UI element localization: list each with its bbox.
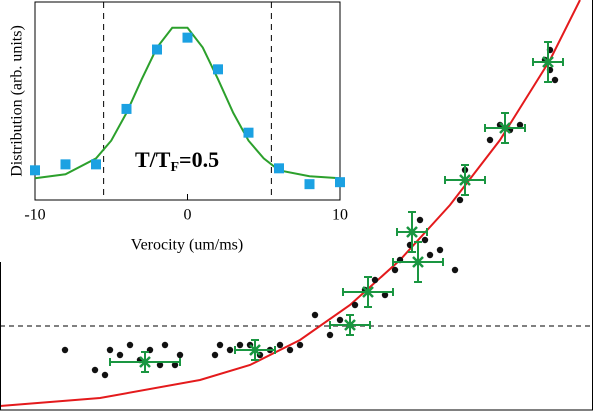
data-point [211, 351, 219, 359]
x-axis-label: Verocity (um/ms) [131, 237, 243, 254]
data-point [542, 56, 554, 68]
data-point [486, 136, 494, 144]
annotation-part: T/T [135, 147, 171, 172]
data-point [412, 256, 424, 268]
data-point [243, 127, 254, 138]
data-point [451, 266, 459, 274]
data-point [101, 371, 109, 379]
data-point [304, 179, 315, 190]
data-point [344, 319, 356, 331]
data-point [371, 276, 379, 284]
annotation-part: F [170, 160, 179, 175]
data-point [213, 64, 223, 75]
data-point [226, 346, 234, 354]
data-point [276, 341, 284, 349]
data-point [335, 177, 345, 188]
data-point [381, 291, 389, 299]
data-point [336, 316, 344, 324]
data-point [311, 311, 319, 319]
inset-background [0, 0, 345, 262]
data-point [416, 216, 424, 224]
data-point [296, 341, 304, 349]
data-point [421, 236, 429, 244]
data-point [30, 165, 40, 176]
data-point [152, 44, 162, 55]
x-tick-label: 10 [332, 207, 348, 224]
data-point [182, 32, 193, 43]
data-point [351, 301, 359, 309]
data-point [499, 122, 511, 134]
data-point [139, 356, 151, 368]
data-point [286, 346, 294, 354]
x-tick-label: 0 [184, 207, 192, 224]
y-axis-label: Distribution (arb. units) [9, 25, 26, 177]
data-point [249, 344, 261, 356]
fit-curve [0, 0, 581, 407]
data-point [406, 226, 418, 238]
data-point [391, 266, 399, 274]
data-point [326, 331, 334, 339]
annotation-part: =0.5 [179, 147, 219, 172]
data-point [274, 163, 284, 174]
data-point [126, 341, 134, 349]
data-point [171, 361, 179, 369]
data-point [121, 103, 132, 114]
data-point [161, 341, 169, 349]
data-point [362, 286, 374, 298]
x-tick-label: -10 [24, 207, 45, 224]
data-point [236, 341, 244, 349]
data-point [456, 196, 464, 204]
data-point [91, 159, 101, 170]
data-point [156, 361, 164, 369]
data-point [436, 246, 444, 254]
data-point [459, 174, 471, 186]
data-point [60, 159, 71, 170]
data-point [106, 346, 114, 354]
data-point [176, 351, 184, 359]
data-point [91, 366, 99, 374]
data-point [216, 341, 224, 349]
data-point [426, 251, 434, 259]
data-point [61, 346, 69, 354]
data-point [516, 121, 524, 129]
data-point [551, 76, 559, 84]
data-point [116, 351, 124, 359]
fit-curve [34, 26, 341, 180]
annotation: T/TF=0.5 [135, 147, 219, 175]
